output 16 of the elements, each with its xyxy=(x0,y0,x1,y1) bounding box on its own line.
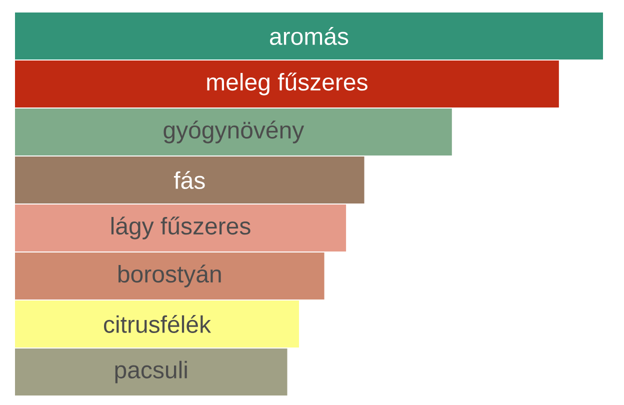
y-tick-label: meleg fűszeres xyxy=(207,72,368,96)
bar xyxy=(15,156,364,204)
bar xyxy=(15,348,288,396)
y-tick-label: fás xyxy=(174,171,205,189)
bar xyxy=(15,204,346,252)
y-tick-label: pacsuli xyxy=(115,360,187,384)
y-tick-label: gyógynövény xyxy=(164,120,304,144)
y-tick-label: borostyán xyxy=(118,264,221,288)
bar xyxy=(15,108,452,156)
bar xyxy=(15,300,300,348)
bar xyxy=(15,252,324,300)
y-tick-label: citrusfélék xyxy=(104,315,212,333)
y-tick-label: aromás xyxy=(270,27,348,45)
y-tick-label: lágy fűszeres xyxy=(111,216,250,240)
bar xyxy=(15,60,559,108)
bar xyxy=(15,12,604,60)
